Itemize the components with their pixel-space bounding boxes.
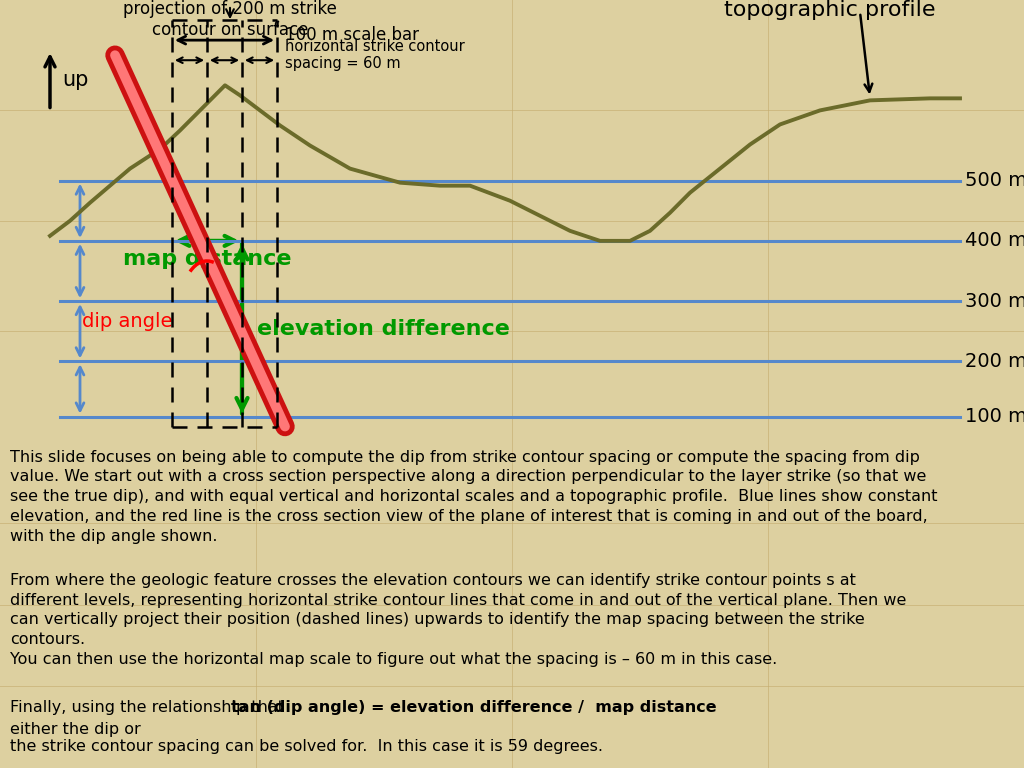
Text: dip angle: dip angle [82, 312, 172, 331]
Text: up: up [62, 71, 88, 91]
Text: 100 m scale bar: 100 m scale bar [285, 26, 419, 44]
Text: 500 m: 500 m [965, 171, 1024, 190]
Text: elevation difference: elevation difference [257, 319, 510, 339]
Text: 300 m: 300 m [965, 292, 1024, 310]
Text: projection of 200 m strike
contour on surface: projection of 200 m strike contour on su… [123, 0, 337, 39]
Text: Finally, using the relationship that: Finally, using the relationship that [10, 700, 289, 715]
Text: horizontal strike contour
spacing = 60 m: horizontal strike contour spacing = 60 m [285, 39, 465, 71]
Text: map distance: map distance [123, 249, 291, 269]
Text: tan (dip angle) = elevation difference /  map distance: tan (dip angle) = elevation difference /… [231, 700, 717, 715]
Text: topographic profile: topographic profile [724, 0, 936, 20]
Text: 400 m: 400 m [965, 231, 1024, 250]
Text: 100 m: 100 m [965, 407, 1024, 426]
Text: From where the geologic feature crosses the elevation contours we can identify s: From where the geologic feature crosses … [10, 573, 906, 667]
Text: This slide focuses on being able to compute the dip from strike contour spacing : This slide focuses on being able to comp… [10, 449, 938, 544]
Text: 200 m: 200 m [965, 352, 1024, 371]
Text: either the dip or
the strike contour spacing can be solved for.  In this case it: either the dip or the strike contour spa… [10, 722, 603, 754]
